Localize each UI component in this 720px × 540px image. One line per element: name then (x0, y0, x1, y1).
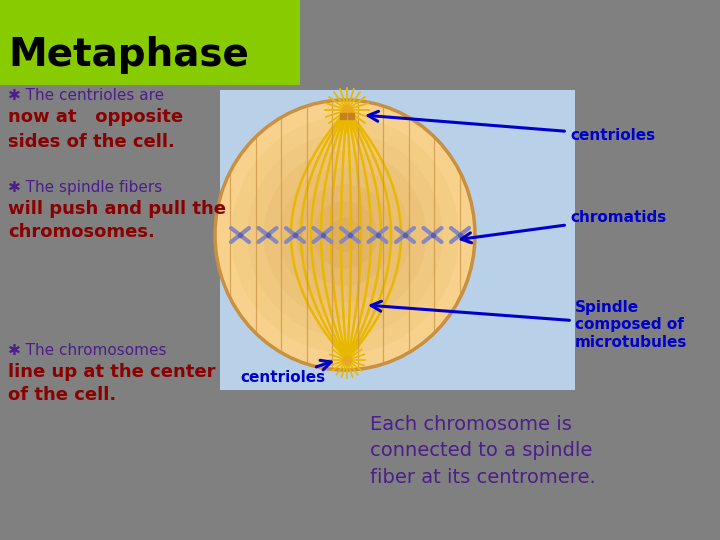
Text: of the cell.: of the cell. (8, 386, 116, 404)
Ellipse shape (231, 117, 459, 353)
Ellipse shape (248, 134, 443, 336)
Ellipse shape (329, 218, 361, 252)
Text: ✱ The centrioles are: ✱ The centrioles are (8, 88, 164, 103)
Text: centrioles: centrioles (240, 360, 331, 386)
Text: chromosomes.: chromosomes. (8, 223, 155, 241)
Text: Spindle
composed of
microtubules: Spindle composed of microtubules (372, 300, 688, 350)
Text: centrioles: centrioles (368, 111, 655, 143)
Text: sides of the cell.: sides of the cell. (8, 133, 175, 151)
Text: will push and pull the: will push and pull the (8, 200, 226, 218)
Ellipse shape (215, 100, 475, 370)
Text: ✱ The spindle fibers: ✱ The spindle fibers (8, 180, 162, 195)
Text: chromatids: chromatids (461, 211, 666, 243)
Ellipse shape (264, 151, 426, 319)
Ellipse shape (296, 184, 394, 286)
Text: line up at the center: line up at the center (8, 363, 215, 381)
Text: ✱ The chromosomes: ✱ The chromosomes (8, 343, 166, 358)
Text: now at   opposite: now at opposite (8, 108, 183, 126)
Text: Each chromosome is
connected to a spindle
fiber at its centromere.: Each chromosome is connected to a spindl… (370, 415, 595, 487)
Text: Metaphase: Metaphase (8, 36, 249, 74)
FancyBboxPatch shape (0, 0, 300, 85)
Ellipse shape (312, 201, 377, 269)
Ellipse shape (280, 167, 410, 302)
FancyBboxPatch shape (220, 90, 575, 390)
